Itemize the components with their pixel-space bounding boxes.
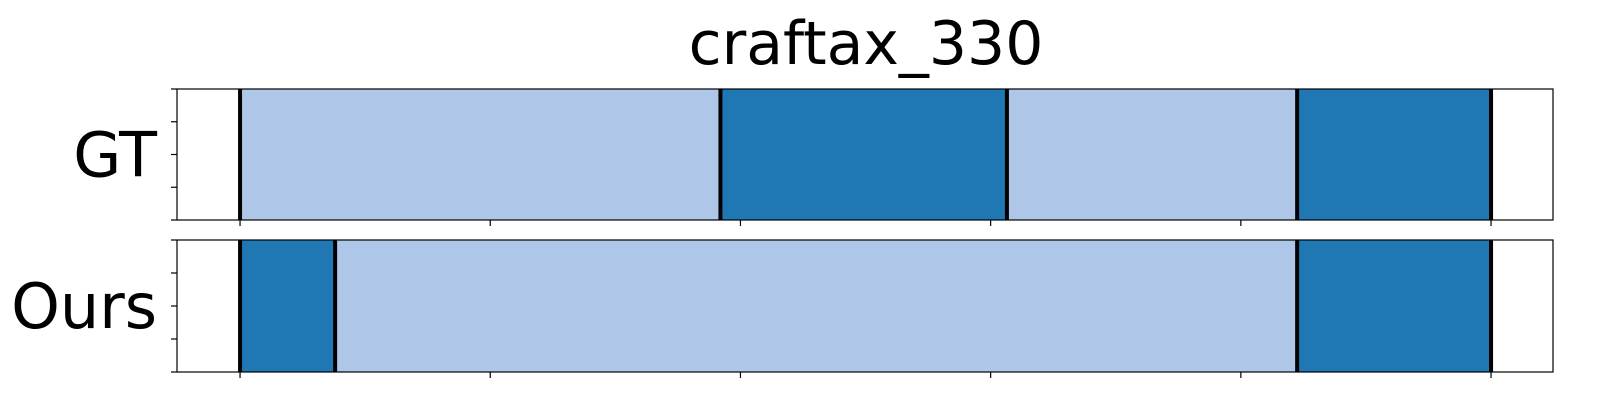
segment-light: [240, 89, 721, 220]
row-panel-gt: GT: [73, 88, 1554, 226]
chart-title: craftax_330: [689, 9, 1044, 79]
segment-dark: [720, 89, 1007, 220]
row-label-gt: GT: [73, 119, 158, 192]
panels: GT Ours: [11, 88, 1554, 378]
row-label-ours: Ours: [11, 270, 157, 343]
segment-dark: [1297, 89, 1492, 220]
segment-dark: [1297, 240, 1492, 372]
segment-dark: [240, 240, 336, 372]
segment-light: [1006, 89, 1298, 220]
row-panel-ours: Ours: [11, 239, 1554, 378]
segment-light: [335, 240, 1298, 372]
